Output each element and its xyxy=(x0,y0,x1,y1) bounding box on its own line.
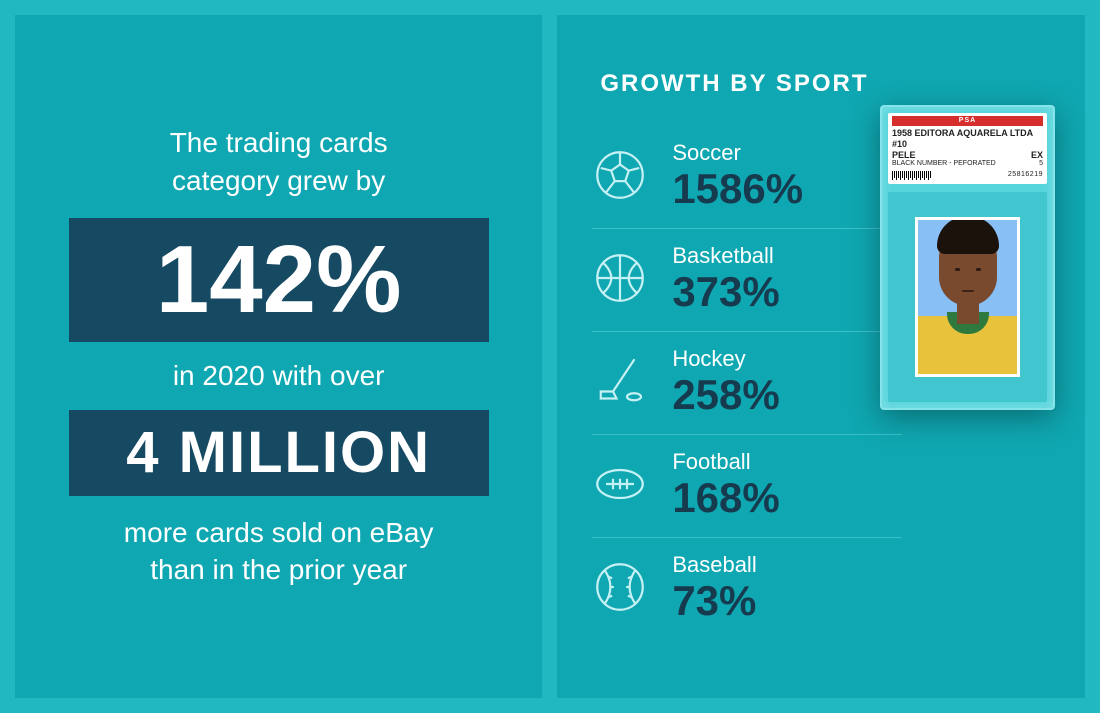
mouth-shape xyxy=(962,290,974,292)
sport-row: Soccer1586% xyxy=(592,126,902,229)
sport-value: 1586% xyxy=(672,168,803,210)
psa-label: PSA 1958 EDITORA AQUARELA LTDA #10 PELE E… xyxy=(888,113,1047,184)
sport-value: 258% xyxy=(672,374,779,416)
sport-value: 373% xyxy=(672,271,779,313)
outro-text: more cards sold on eBay than in the prio… xyxy=(124,514,434,590)
sport-label: Football xyxy=(672,449,779,475)
psa-header-bar: PSA xyxy=(892,116,1043,126)
sport-text: Soccer1586% xyxy=(672,140,803,210)
intro-text: The trading cards category grew by xyxy=(170,124,388,200)
psa-line2-left: PELE xyxy=(892,150,916,161)
sport-value: 168% xyxy=(672,477,779,519)
sport-row: Hockey258% xyxy=(592,332,902,435)
sport-text: Hockey258% xyxy=(672,346,779,416)
stat-box-growth: 142% xyxy=(69,218,489,342)
card-photo-mat xyxy=(888,192,1047,402)
eye-shape xyxy=(955,268,960,271)
psa-serial: 25816219 xyxy=(1008,171,1043,179)
sport-label: Hockey xyxy=(672,346,779,372)
mid-text: in 2020 with over xyxy=(173,360,385,392)
sport-text: Baseball73% xyxy=(672,552,756,622)
football-icon xyxy=(592,456,648,512)
sport-row: Basketball373% xyxy=(592,229,902,332)
outro-line-1: more cards sold on eBay xyxy=(124,517,434,548)
sport-text: Football168% xyxy=(672,449,779,519)
psa-line1: 1958 EDITORA AQUARELA LTDA #10 xyxy=(892,128,1043,150)
sport-value: 73% xyxy=(672,580,756,622)
hockey-icon xyxy=(592,353,648,409)
psa-line3-right: 5 xyxy=(1039,160,1043,168)
hair-shape xyxy=(937,217,999,254)
barcode-icon xyxy=(892,171,931,180)
baseball-icon xyxy=(592,559,648,615)
right-title: GROWTH BY SPORT xyxy=(600,70,1055,98)
eye-shape xyxy=(976,268,981,271)
card-photo xyxy=(915,217,1020,377)
infographic-page: The trading cards category grew by 142% … xyxy=(0,0,1100,713)
right-panel: GROWTH BY SPORT Soccer1586% Basketball373… xyxy=(557,15,1085,698)
sport-row: Baseball73% xyxy=(592,538,902,640)
sport-row: Football168% xyxy=(592,435,902,538)
outro-line-2: than in the prior year xyxy=(150,554,407,585)
soccer-icon xyxy=(592,147,648,203)
psa-line3-left: BLACK NUMBER - PEFORATED xyxy=(892,160,996,168)
sport-label: Basketball xyxy=(672,243,779,269)
sport-list: Soccer1586% Basketball373% Hockey258% Footb… xyxy=(592,126,902,640)
sport-label: Baseball xyxy=(672,552,756,578)
psa-line2-right: EX xyxy=(1031,150,1043,161)
stat-box-volume: 4 MILLION xyxy=(69,410,489,496)
graded-card: PSA 1958 EDITORA AQUARELA LTDA #10 PELE E… xyxy=(880,105,1055,410)
sport-label: Soccer xyxy=(672,140,803,166)
psa-barcode: 25816219 xyxy=(892,171,1043,180)
left-panel: The trading cards category grew by 142% … xyxy=(15,15,542,698)
sport-text: Basketball373% xyxy=(672,243,779,313)
intro-line-2: category grew by xyxy=(172,165,385,196)
intro-line-1: The trading cards xyxy=(170,127,388,158)
basketball-icon xyxy=(592,250,648,306)
